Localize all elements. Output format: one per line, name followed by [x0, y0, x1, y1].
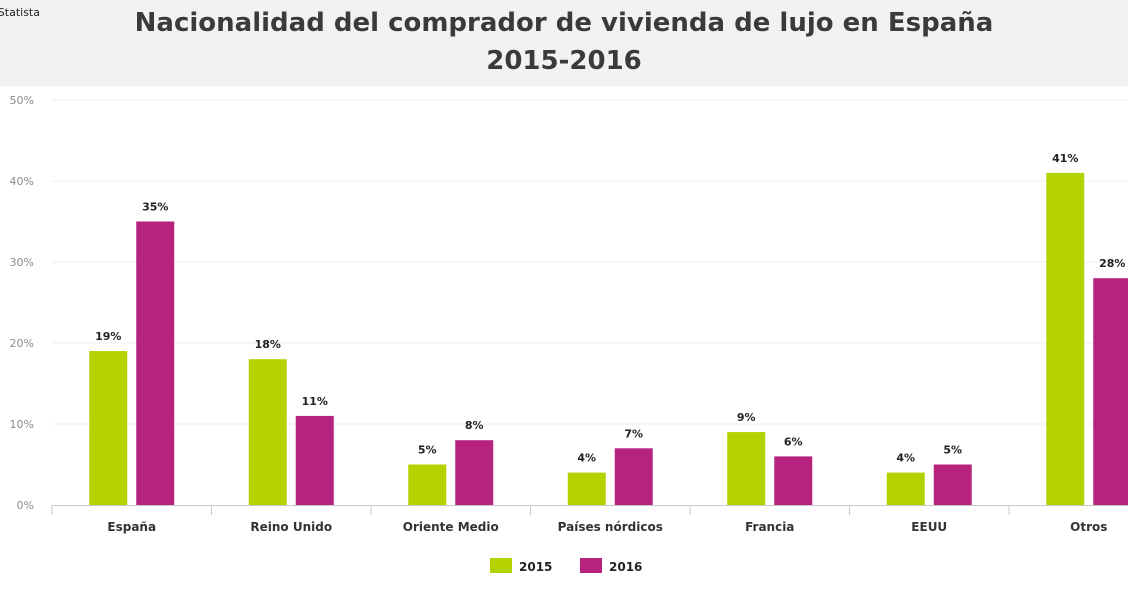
data-label-2016: 8% [465, 419, 484, 432]
y-tick-label: 30% [10, 256, 34, 269]
legend-swatch-2015 [490, 558, 512, 573]
bar-2015 [89, 351, 128, 505]
bar-2016 [136, 221, 175, 505]
bar-2016 [455, 440, 494, 505]
corner-brand-label: Statista [0, 6, 40, 19]
chart-title-line1: Nacionalidad del comprador de vivienda d… [134, 8, 994, 38]
bar-2016 [774, 456, 813, 505]
chart-header [0, 0, 1128, 86]
data-label-2015: 4% [896, 452, 915, 465]
x-tick-label: Oriente Medio [403, 520, 499, 534]
data-label-2016: 11% [302, 395, 328, 408]
x-tick-label: Otros [1070, 520, 1107, 534]
bar-2015 [886, 472, 925, 505]
x-tick-label: España [107, 520, 156, 534]
data-label-2016: 7% [624, 427, 643, 440]
y-tick-label: 10% [10, 418, 34, 431]
data-label-2016: 6% [784, 435, 803, 448]
legend-label-2015: 2015 [519, 560, 552, 574]
bar-2015 [567, 472, 606, 505]
legend-label-2016: 2016 [609, 560, 642, 574]
x-tick-label: Reino Unido [250, 520, 332, 534]
chart-title-line2: 2015-2016 [486, 46, 642, 76]
chart-title: Nacionalidad del comprador de vivienda d… [0, 4, 1128, 80]
y-tick-label: 20% [10, 337, 34, 350]
data-label-2016: 5% [943, 444, 962, 457]
y-tick-label: 40% [10, 175, 34, 188]
data-label-2016: 35% [142, 201, 168, 214]
data-label-2015: 18% [255, 338, 281, 351]
data-label-2015: 9% [737, 411, 756, 424]
legend-swatch-2016 [580, 558, 602, 573]
x-tick-label: Países nórdicos [558, 520, 663, 534]
bar-2015 [248, 359, 287, 505]
x-tick-label: Francia [745, 520, 794, 534]
bar-2016 [614, 448, 653, 505]
data-label-2016: 28% [1099, 257, 1125, 270]
data-label-2015: 5% [418, 444, 437, 457]
bar-2016 [295, 415, 334, 505]
bar-2016 [1093, 278, 1128, 505]
bar-2015 [408, 464, 447, 505]
x-tick-label: EEUU [911, 520, 947, 534]
bar-2016 [933, 464, 972, 505]
bar-2015 [727, 432, 766, 505]
y-tick-label: 0% [17, 499, 34, 512]
data-label-2015: 4% [577, 452, 596, 465]
y-tick-label: 50% [10, 94, 34, 107]
bar-2015 [1046, 172, 1085, 505]
data-label-2015: 41% [1052, 152, 1078, 165]
data-label-2015: 19% [95, 330, 121, 343]
